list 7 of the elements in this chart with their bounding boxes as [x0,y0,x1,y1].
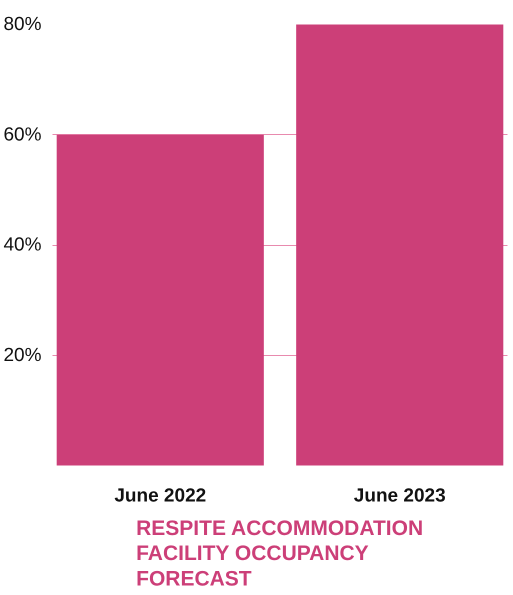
y-tick-label: 20% [3,344,42,366]
y-tick-label: 80% [3,14,42,35]
y-tick-label: 60% [3,124,42,146]
x-tick-label: June 2022 [114,486,206,506]
y-tick-label: 40% [3,234,42,256]
x-tick-label: June 2023 [354,486,446,506]
text: RESPITE ACCOMMODATION FACILITY OCCUPANCY FORECAST [136,516,424,590]
